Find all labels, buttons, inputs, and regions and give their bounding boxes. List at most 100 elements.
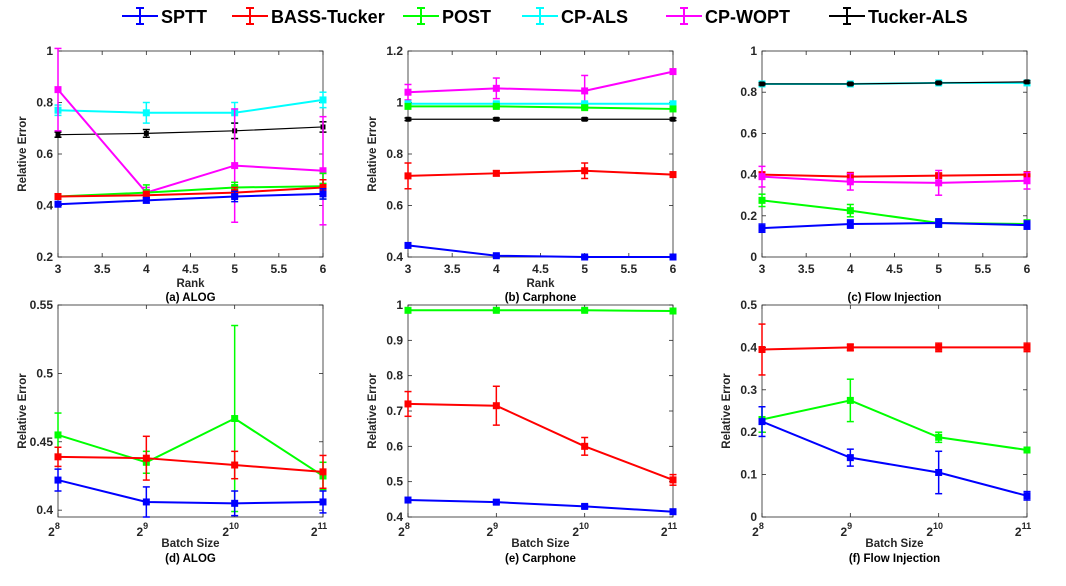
data-point (669, 68, 677, 76)
y-tick-label: 0.6 (386, 439, 403, 453)
data-point (143, 130, 149, 136)
data-point (142, 196, 150, 204)
y-tick-label: 0.6 (740, 126, 757, 140)
y-axis-label: Relative Error (17, 373, 29, 449)
series-line (57, 192, 324, 206)
y-tick-label: 0.4 (36, 503, 53, 517)
y-tick-label: 0.8 (740, 85, 757, 99)
data-point (54, 453, 62, 461)
data-point (404, 241, 412, 249)
legend: SPTT BASS-Tucker POST CP-ALS CP-WOPT Tucker-A… (122, 7, 968, 27)
x-axis-label: Batch Size (865, 538, 923, 550)
data-point (54, 200, 62, 208)
x-tick-label: 4 (847, 262, 854, 276)
series-line (57, 455, 324, 473)
data-point (404, 400, 412, 408)
data-point (669, 105, 677, 113)
x-tick-label: 6 (320, 262, 327, 276)
panel-a-alog: 0.2 0.4 0.6 0.8 1 3 3.5 4 4.5 5 5.5 6 Relative Error… (17, 44, 327, 304)
data-point (847, 81, 853, 87)
x-tick-label: 4.5 (532, 262, 549, 276)
data-point (54, 431, 62, 439)
data-point (1023, 177, 1031, 185)
legend-item-tucker-als: Tucker-ALS (829, 7, 968, 27)
data-point (581, 306, 589, 314)
y-tick-label: 1 (396, 298, 403, 312)
data-point (404, 172, 412, 180)
panel-b-carphone: 0.4 0.6 0.8 1 1.2 3 3.5 4 4.5 5 5.5 6 Relative Error… (367, 44, 677, 304)
data-point (669, 476, 677, 484)
series-tucker-als (54, 121, 327, 140)
series-bass-tucker (54, 435, 327, 490)
series-cp-als (54, 91, 327, 124)
data-point (404, 102, 412, 110)
series-line (761, 222, 1028, 230)
data-point (846, 454, 854, 462)
data-point (846, 396, 854, 404)
data-point (581, 502, 589, 510)
data-point (405, 116, 411, 122)
x-tick-label: 4 (493, 262, 500, 276)
data-point (935, 179, 943, 187)
data-point (55, 132, 61, 138)
data-point (846, 343, 854, 351)
data-point (231, 415, 239, 423)
data-point (846, 178, 854, 186)
data-point (319, 96, 327, 104)
data-point (319, 183, 327, 191)
data-point (142, 498, 150, 506)
x-tick-label: 4 (143, 262, 150, 276)
series-line (57, 185, 324, 198)
y-tick-label: 0.4 (740, 340, 757, 354)
x-tick-label: 3 (759, 262, 766, 276)
x-tick-label: 29 (136, 521, 148, 539)
x-tick-label: 5 (231, 262, 238, 276)
legend-label: POST (442, 7, 491, 27)
data-point (581, 442, 589, 450)
x-tick-label: 6 (1024, 262, 1031, 276)
y-tick-label: 1 (750, 44, 757, 58)
legend-item-cp-wopt: CP-WOPT (666, 7, 790, 27)
series-sptt (758, 406, 1031, 501)
y-tick-label: 0.8 (386, 147, 403, 161)
y-tick-label: 0.2 (740, 209, 757, 223)
axes-box (57, 50, 324, 258)
data-point (758, 196, 766, 204)
y-tick-label: 0.4 (36, 199, 53, 213)
y-tick-label: 0.9 (386, 333, 403, 347)
y-axis-label: Relative Error (367, 116, 379, 192)
x-tick-label: 29 (486, 521, 498, 539)
panels: 0.2 0.4 0.6 0.8 1 3 3.5 4 4.5 5 5.5 6 Relative Error… (17, 44, 1031, 565)
series-sptt (54, 188, 327, 208)
series-line (761, 399, 1028, 451)
legend-label: CP-WOPT (705, 7, 790, 27)
y-tick-label: 0.55 (30, 298, 54, 312)
y-tick-label: 0 (750, 510, 757, 524)
x-tick-label: 5 (581, 262, 588, 276)
x-tick-label: 28 (48, 521, 60, 539)
x-tick-label: 6 (670, 262, 677, 276)
series-cp-wopt (758, 165, 1031, 196)
x-tick-label: 5.5 (270, 262, 287, 276)
series-line (57, 88, 324, 194)
data-point (935, 219, 943, 227)
x-tick-label: 210 (222, 521, 239, 539)
series-line (761, 346, 1027, 351)
data-point (142, 191, 150, 199)
data-point (319, 498, 327, 506)
y-tick-label: 1 (46, 44, 53, 58)
legend-item-cp-als: CP-ALS (522, 7, 628, 27)
series-post (404, 102, 677, 113)
series-line (57, 186, 324, 198)
data-point (231, 192, 239, 200)
x-tick-label: 4.5 (886, 262, 903, 276)
series-line (761, 199, 1028, 226)
x-tick-label: 5.5 (620, 262, 637, 276)
data-point (1023, 446, 1031, 454)
data-point (492, 169, 500, 177)
data-point (231, 461, 239, 469)
axes-box (407, 304, 674, 518)
panel-d-alog: 0.4 0.45 0.5 0.55 28 29 210 211 Relative Error Ba… (17, 298, 327, 565)
data-point (404, 88, 412, 96)
